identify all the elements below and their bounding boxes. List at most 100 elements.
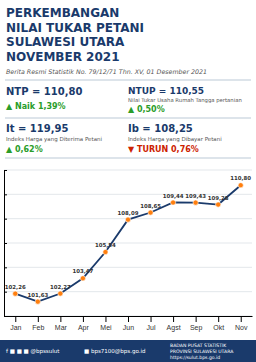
grid-line	[4, 243, 252, 244]
tick-label: Jun	[123, 324, 134, 331]
tick-mark	[4, 243, 7, 244]
text-line: https://sulut.bps.go.id	[170, 355, 220, 360]
x-tick: Apr	[78, 316, 90, 332]
data-label: 102,27	[50, 284, 71, 290]
point	[35, 299, 40, 304]
grid	[4, 170, 252, 316]
point	[80, 276, 85, 281]
tick-mark	[241, 316, 242, 322]
tick-label: Nov	[235, 324, 248, 331]
text-line: SULAWESI UTARA	[6, 35, 125, 49]
footer-bar	[0, 340, 256, 362]
text-line: PROVINSI SULAWESI UTARA	[170, 349, 234, 354]
annotation: ▼ TURUN 0,76%	[128, 145, 199, 154]
annotation: BADAN PUSAT STATISTIKPROVINSI SULAWESI U…	[170, 343, 234, 360]
tick-mark	[105, 316, 106, 322]
text-line: NOVEMBER 2021	[6, 50, 120, 64]
annotation: f ■ ■ ■ @bpssulut	[6, 348, 60, 355]
text-line: NILAI TUKAR PETANI	[6, 21, 144, 35]
data-label: 105,54	[95, 242, 116, 248]
x-tick: Sep	[190, 316, 203, 332]
text-line: Nilai Tukar Usaha Rumah Tangga pertanian	[128, 97, 242, 104]
tick-mark	[196, 316, 197, 322]
text-line: Indeks Harga yang Dibayar Petani	[128, 136, 222, 143]
y-tick	[4, 219, 7, 220]
point	[125, 217, 130, 222]
x-tick: Mar	[55, 316, 68, 331]
point	[103, 249, 108, 254]
annotation: It = 119,95	[6, 123, 68, 134]
x-tick: Jan	[10, 316, 21, 331]
data-label: 108,65	[140, 203, 161, 209]
tick-label: Agst	[167, 324, 181, 332]
data-label: 109,44	[163, 193, 184, 199]
text-line: BADAN PUSAT STATISTIK	[170, 343, 227, 348]
data-label: 102,26	[5, 284, 26, 290]
tick-label: Sep	[190, 324, 203, 332]
tick-label: Apr	[78, 324, 90, 332]
x-tick: Feb	[32, 316, 44, 331]
annotation: Indeks Harga yang Diterima Petani	[6, 136, 102, 143]
text-line: ▲ Naik 1,39%	[6, 102, 66, 111]
grid-line	[4, 267, 252, 268]
text-line: f ■ ■ ■ @bpssulut	[6, 348, 60, 355]
text-line: ▼ TURUN 0,76%	[128, 145, 199, 154]
tick-mark	[38, 316, 39, 322]
annotation: Nilai Tukar Usaha Rumah Tangga pertanian	[128, 97, 242, 104]
annotation: NTUP = 110,55	[128, 86, 204, 96]
x-tick: Okt	[213, 316, 224, 331]
data-label: 109,28	[208, 195, 229, 201]
tick-mark	[4, 267, 7, 268]
point	[148, 210, 153, 215]
tick-mark	[218, 316, 219, 322]
title: PERKEMBANGANNILAI TUKAR PETANISULAWESI U…	[6, 6, 144, 64]
x-tick: Jun	[123, 316, 134, 331]
tick-mark	[83, 316, 84, 322]
data-label: 101,63	[27, 292, 48, 298]
tick-label: Feb	[32, 324, 44, 331]
tick-mark	[173, 316, 174, 322]
tick-label: Jan	[10, 324, 21, 331]
text-line: PERKEMBANGAN	[6, 6, 119, 20]
line	[15, 185, 240, 301]
tick-mark	[4, 170, 7, 171]
data-label: 110,80	[230, 175, 251, 181]
data-label: 109,43	[185, 193, 206, 199]
y-tick	[4, 194, 7, 195]
y-tick	[4, 243, 7, 244]
tick-mark	[4, 194, 7, 195]
data-label: 103,47	[73, 268, 94, 274]
text-line: NTP = 110,80	[6, 86, 82, 97]
annotation: ▲ 0,62%	[6, 145, 43, 154]
annotation: ▲ Naik 1,39%	[6, 102, 66, 111]
text-line: Indeks Harga yang Diterima Petani	[6, 136, 102, 143]
data-label: 108,09	[118, 210, 139, 216]
subtitle: Berita Resmi Statistik No. 79/12/71 Thn.…	[6, 68, 207, 75]
point	[13, 291, 18, 296]
chart-root: PERKEMBANGANNILAI TUKAR PETANISULAWESI U…	[0, 0, 256, 362]
annotation: Indeks Harga yang Dibayar Petani	[128, 136, 222, 143]
text-line: ■ bps7100@bps.go.id	[84, 348, 145, 355]
tick-mark	[15, 316, 16, 322]
y-tick	[4, 267, 7, 268]
grid-line	[4, 170, 252, 171]
annotation: Ib = 108,25	[128, 123, 193, 134]
y-axis	[4, 171, 7, 317]
annotation: NTP = 110,80	[6, 86, 82, 97]
divider	[5, 158, 251, 159]
data-labels: 102,26101,63102,27 103,47 105,54 108,09108,…	[5, 175, 252, 297]
tick-label: Jul	[147, 324, 156, 331]
x-tick: Agst	[167, 316, 181, 332]
point	[216, 202, 221, 207]
plot-area	[13, 183, 244, 305]
text-line: It = 119,95	[6, 123, 68, 134]
x-tick: Mei	[100, 316, 112, 331]
annotation: ▲ 0,50%	[128, 105, 165, 114]
tick-mark	[4, 292, 7, 293]
tick-label: Okt	[213, 324, 224, 331]
text-line: ▲ 0,62%	[6, 145, 43, 154]
x-tick: Nov	[235, 316, 248, 331]
point	[238, 183, 243, 188]
y-tick	[4, 292, 7, 293]
annotation: ■ bps7100@bps.go.id	[84, 348, 145, 355]
